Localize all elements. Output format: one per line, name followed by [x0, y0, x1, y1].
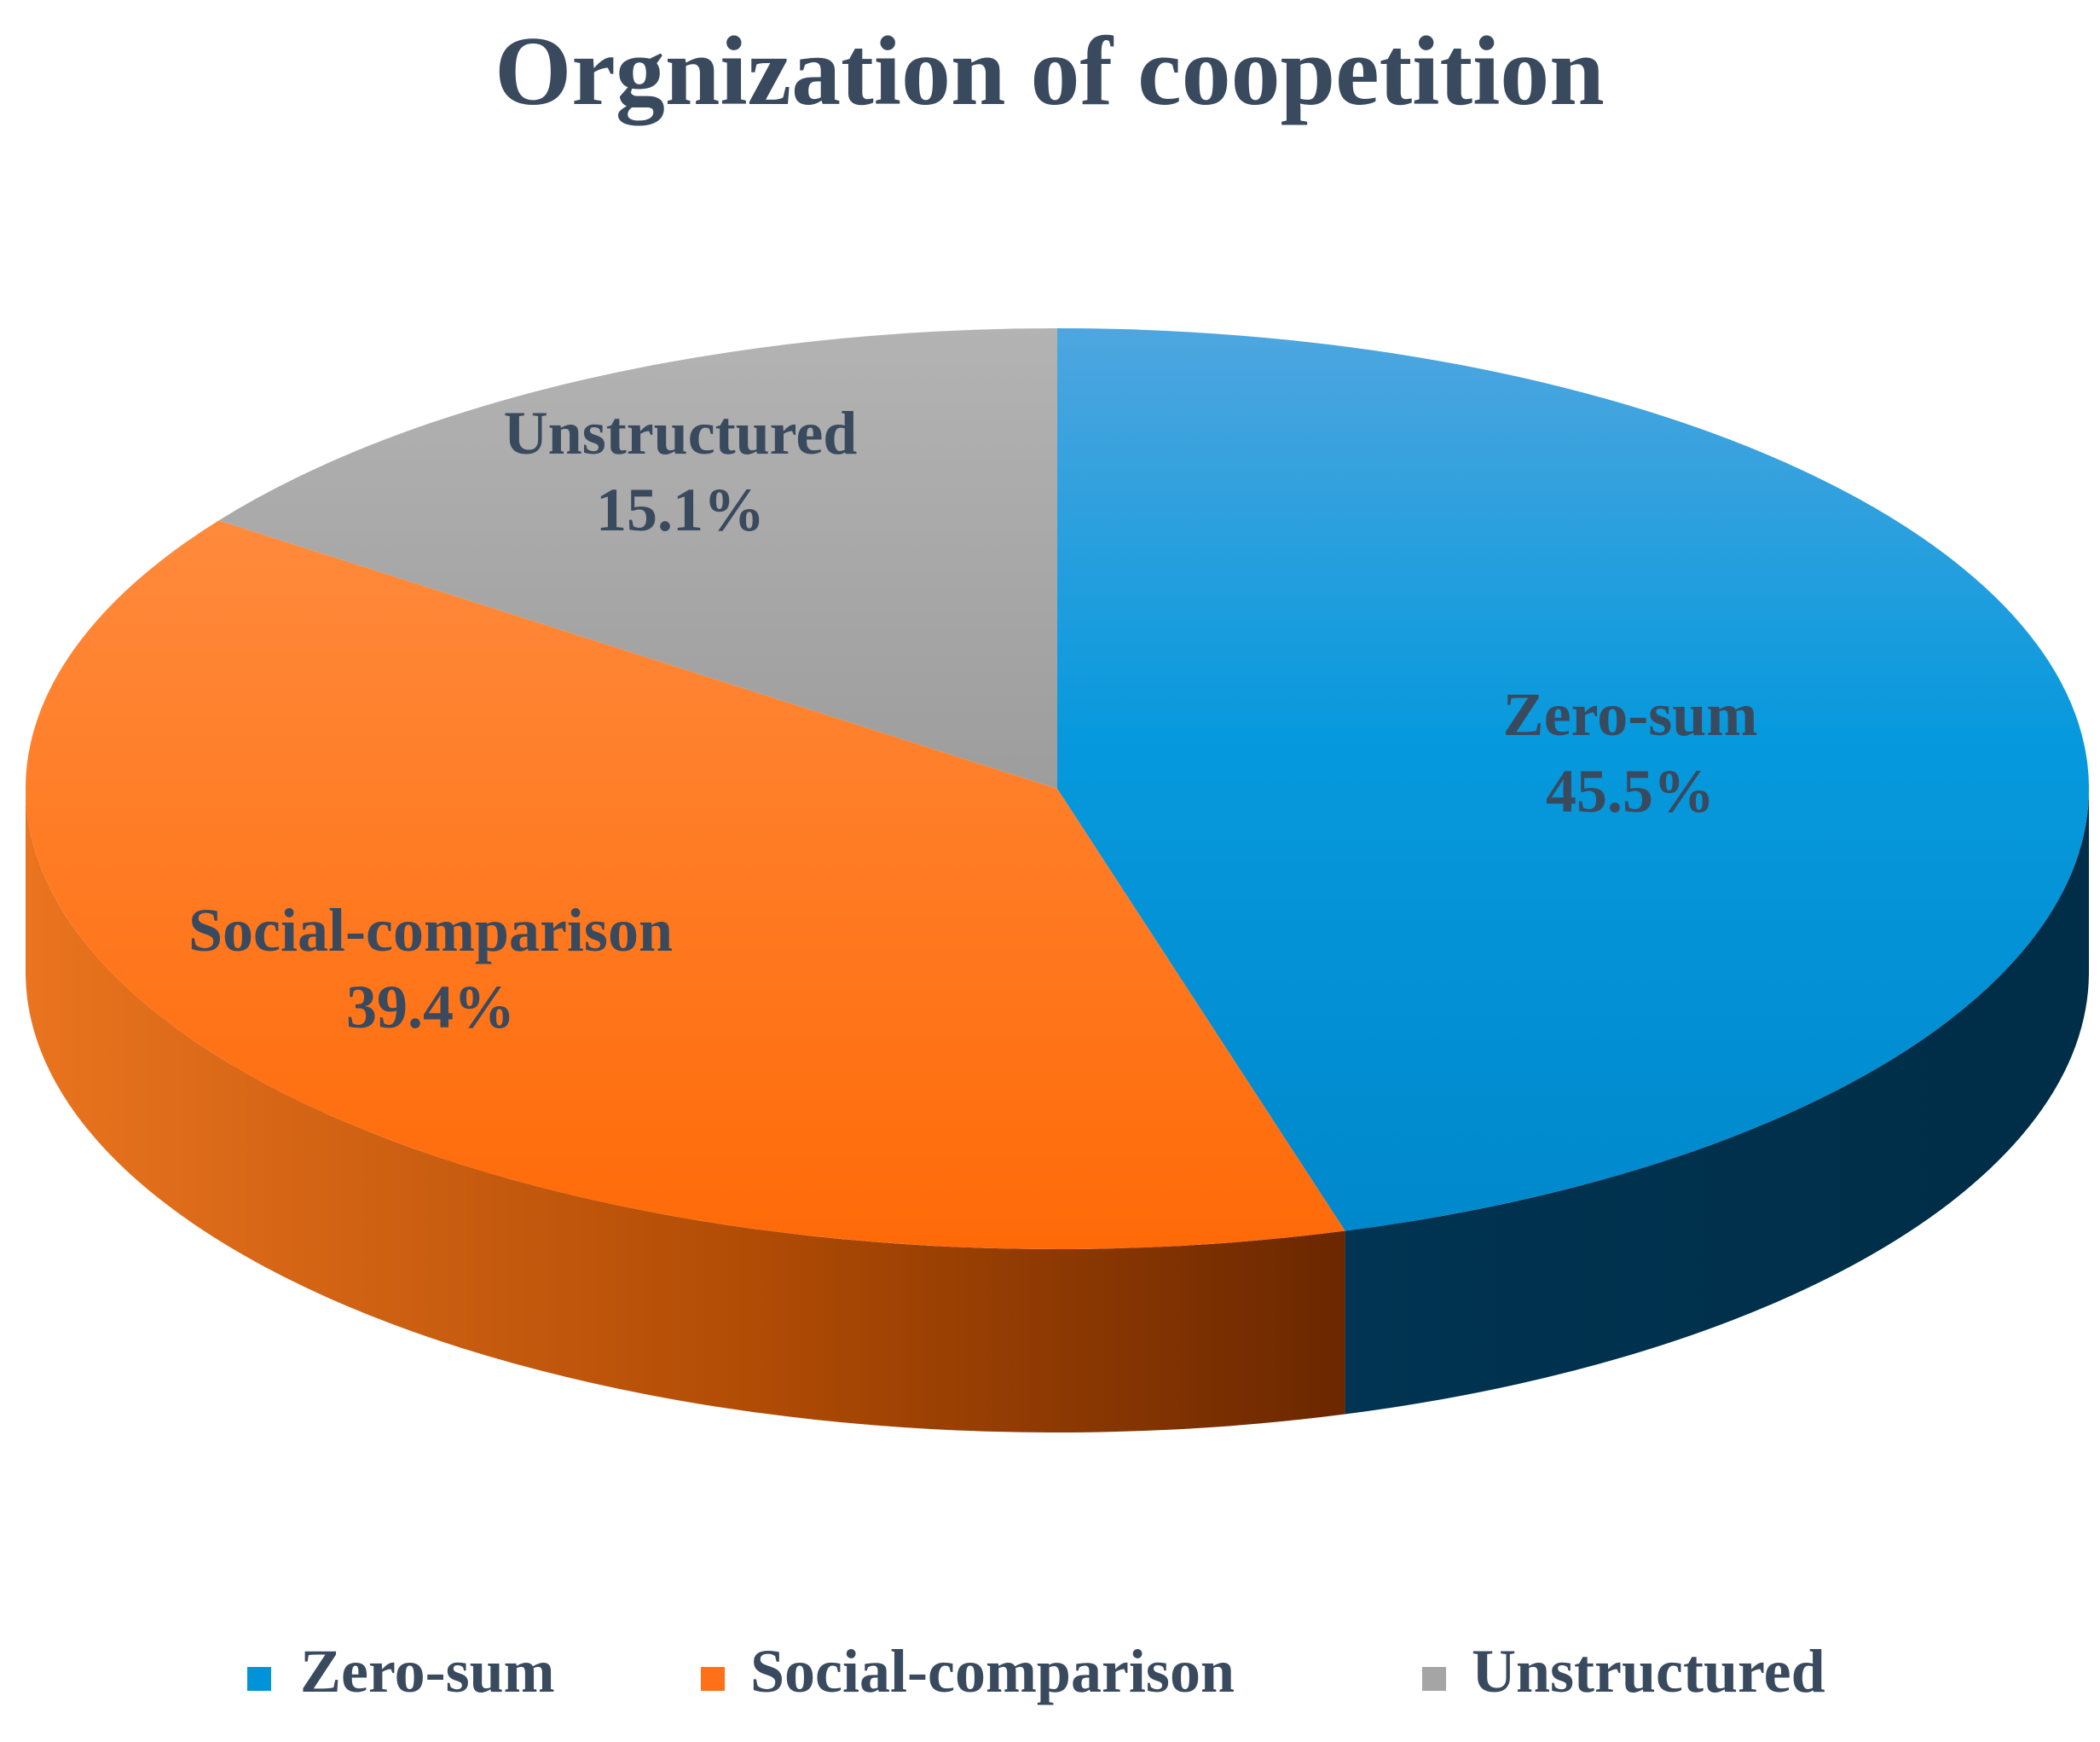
data-label-unstructured-value: 15.1%	[596, 476, 765, 544]
chart-title: Orgnization of coopetition	[495, 17, 1605, 126]
legend-label-zero-sum: Zero-sum	[300, 1637, 555, 1705]
data-label-social-comparison-name: Social-comparison	[188, 896, 673, 964]
pie-sides	[26, 789, 2089, 1433]
pie-slices	[26, 328, 2090, 1250]
data-labels: Zero-sum 45.5% Social-comparison 39.4% U…	[188, 399, 1757, 1041]
data-label-zero-sum-name: Zero-sum	[1503, 680, 1758, 749]
pie-slice-zero-sum	[1057, 328, 2090, 1231]
data-label-social-comparison-value: 39.4%	[346, 973, 515, 1041]
pie-side-zero-sum	[1345, 789, 2089, 1415]
legend-label-social-comparison: Social-comparison	[750, 1637, 1235, 1705]
legend-swatch-zero-sum	[247, 1667, 271, 1691]
legend-swatch-social-comparison	[701, 1667, 725, 1691]
data-label-zero-sum-value: 45.5%	[1546, 757, 1715, 825]
pie-side-social-comparison	[26, 789, 1345, 1433]
legend-swatch-unstructured	[1422, 1667, 1446, 1691]
legend-label-unstructured: Unstructured	[1472, 1637, 1825, 1705]
pie-slice-unstructured	[218, 328, 1057, 789]
data-label-unstructured-name: Unstructured	[504, 399, 858, 467]
legend: Zero-sum Social-comparison Unstructured	[247, 1637, 1825, 1705]
pie-slice-social-comparison	[26, 520, 1345, 1250]
